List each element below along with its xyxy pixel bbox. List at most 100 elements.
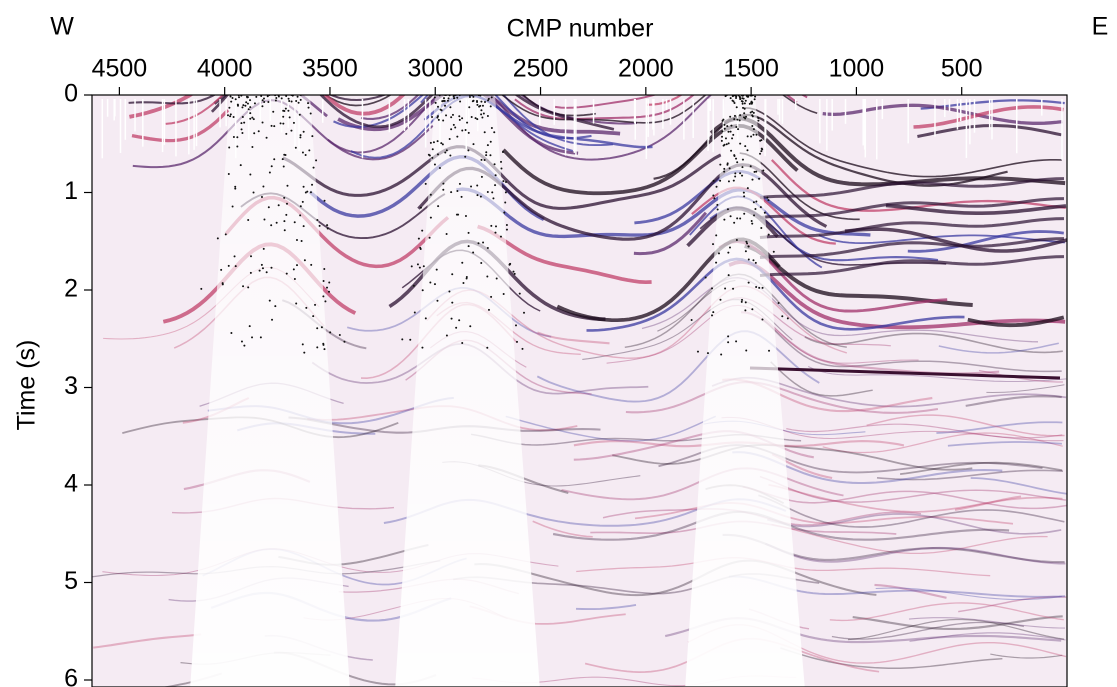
diapir-fan	[685, 95, 805, 687]
noise-dot	[744, 250, 747, 253]
noise-dot	[720, 139, 723, 142]
noise-dot	[251, 336, 254, 339]
noise-dot	[461, 261, 464, 264]
noise-dot	[760, 150, 763, 153]
reflector	[625, 381, 939, 414]
noise-dot	[750, 102, 753, 105]
noise-dot	[492, 197, 495, 200]
noise-dot	[723, 170, 726, 173]
noise-dot	[458, 115, 461, 118]
noise-dot	[416, 263, 419, 266]
noise-dot	[477, 242, 480, 245]
noise-dot	[446, 99, 449, 102]
noise-dot	[287, 109, 290, 112]
noise-dot	[239, 164, 242, 167]
noise-dot	[231, 205, 234, 208]
noise-dot	[487, 97, 490, 100]
noise-dot	[249, 271, 252, 274]
noise-dot	[280, 97, 283, 100]
y-tick-label: 2	[64, 275, 78, 303]
noise-dot	[476, 99, 479, 102]
noise-dot	[299, 98, 302, 101]
noise-dot	[301, 200, 304, 203]
reflector	[780, 647, 1003, 669]
noise-dot	[485, 154, 488, 157]
noise-dot	[466, 121, 469, 124]
noise-dot	[294, 146, 297, 149]
reflector	[759, 197, 1065, 219]
noise-dot	[282, 165, 285, 168]
noise-dot	[751, 110, 754, 113]
noise-dot	[486, 144, 489, 147]
noise-dot	[493, 131, 496, 134]
noise-dot	[232, 116, 235, 119]
reflector	[909, 632, 1066, 642]
noise-dot	[326, 227, 329, 230]
noise-dot	[296, 264, 299, 267]
noise-dot	[401, 338, 404, 341]
noise-dot	[304, 191, 307, 194]
noise-dot	[267, 206, 270, 209]
noise-dot	[262, 97, 265, 100]
noise-dot	[410, 265, 413, 268]
noise-dot	[489, 140, 492, 143]
noise-dot	[476, 103, 479, 106]
noise-dot	[467, 231, 470, 234]
reflector	[954, 495, 1022, 511]
y-axis-label: Time (s)	[13, 340, 41, 431]
noise-dot	[735, 106, 738, 109]
noise-dot	[316, 346, 319, 349]
noise-dot	[299, 214, 302, 217]
noise-dot	[741, 174, 744, 177]
noise-dot	[301, 343, 304, 346]
noise-dot	[755, 133, 758, 136]
noise-dot	[523, 311, 526, 314]
noise-dot	[494, 184, 497, 187]
noise-dot	[250, 255, 253, 258]
reflector	[907, 230, 1064, 253]
noise-dot	[455, 326, 458, 329]
noise-dot	[253, 102, 256, 105]
noise-dot	[746, 242, 749, 245]
noise-dot	[255, 95, 258, 98]
noise-dot	[323, 199, 326, 202]
noise-dot	[327, 290, 330, 293]
y-tick-label: 3	[64, 372, 78, 400]
noise-dot	[241, 115, 244, 118]
noise-dot	[744, 117, 747, 120]
noise-dot	[493, 163, 496, 166]
noise-dot	[428, 236, 431, 239]
noise-dot	[743, 102, 746, 105]
reflector	[743, 106, 1062, 178]
noise-dot	[285, 132, 288, 135]
noise-dot	[481, 116, 484, 119]
reflector	[766, 513, 1062, 535]
reflector	[759, 475, 1066, 503]
noise-dot	[249, 117, 252, 120]
noise-dot	[288, 116, 291, 119]
noise-dot	[309, 191, 312, 194]
noise-dot	[436, 116, 439, 119]
noise-dot	[271, 318, 274, 321]
noise-dot	[295, 239, 298, 242]
noise-dot	[746, 135, 749, 138]
noise-dot	[262, 247, 265, 250]
noise-dot	[512, 270, 515, 273]
noise-dot	[285, 213, 288, 216]
noise-dot	[735, 125, 738, 128]
reflector	[822, 432, 1063, 454]
noise-dot	[716, 208, 719, 211]
noise-dot	[445, 334, 448, 337]
noise-dot	[283, 196, 286, 199]
noise-dot	[728, 167, 731, 170]
noise-dot	[439, 108, 442, 111]
reflector	[938, 342, 1059, 354]
noise-dot	[489, 154, 492, 157]
noise-dot	[766, 196, 769, 199]
noise-dot	[727, 335, 730, 338]
noise-dot	[343, 340, 346, 343]
noise-dot	[432, 141, 435, 144]
noise-dot	[284, 153, 287, 156]
noise-dot	[738, 95, 741, 98]
